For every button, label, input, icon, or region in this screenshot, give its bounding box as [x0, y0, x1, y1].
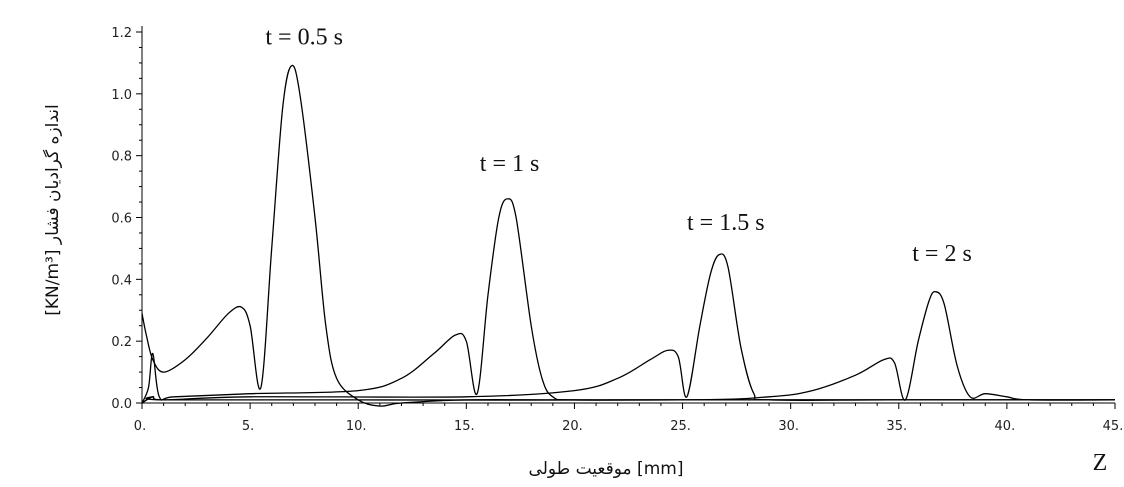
x-tick-label: 15.	[454, 419, 475, 434]
x-tick-label: 10.	[346, 419, 367, 434]
y-axis-label: [KN/m³] اندازه گرادیان فشار	[42, 104, 63, 316]
annotation-layer: t = 0.5 s t = 1 s t = 1.5 s t = 2 s	[265, 24, 971, 266]
series-layer	[141, 64, 1116, 407]
y-tick-label: 1.2	[111, 26, 132, 41]
axes: 0. 5. 10. 15. 20. 25. 30. 35. 40. 45. 0.0 0.2 0.4 0.6…	[111, 26, 1123, 434]
y-tick-label: 0.0	[111, 397, 132, 412]
series-line-1	[141, 64, 1115, 407]
y-tick-label: 1.0	[111, 88, 132, 103]
time-annotation: t = 0.5 s	[265, 24, 343, 50]
time-annotation: t = 1 s	[480, 151, 540, 177]
x-tick-label: 45.	[1103, 419, 1124, 434]
y-tick-label: 0.6	[111, 212, 132, 227]
x-tick-label: 0.	[134, 419, 146, 434]
series-line-4	[141, 290, 1116, 404]
x-tick-label: 30.	[778, 419, 799, 434]
x-tick-label: 20.	[562, 419, 583, 434]
x-axis-symbol: Z	[1093, 450, 1108, 476]
series-line-3	[141, 253, 1115, 404]
y-tick-label: 0.4	[111, 273, 132, 288]
y-tick-label: 0.2	[111, 335, 132, 350]
x-tick-label: 40.	[995, 419, 1016, 434]
time-annotation: t = 1.5 s	[687, 210, 765, 236]
y-tick-label: 0.8	[111, 150, 132, 165]
x-tick-label: 25.	[670, 419, 691, 434]
x-tick-label: 35.	[886, 419, 907, 434]
x-axis-label: موقعیت طولی [mm]	[529, 459, 684, 479]
x-tick-label: 5.	[242, 419, 254, 434]
time-annotation: t = 2 s	[912, 241, 972, 267]
